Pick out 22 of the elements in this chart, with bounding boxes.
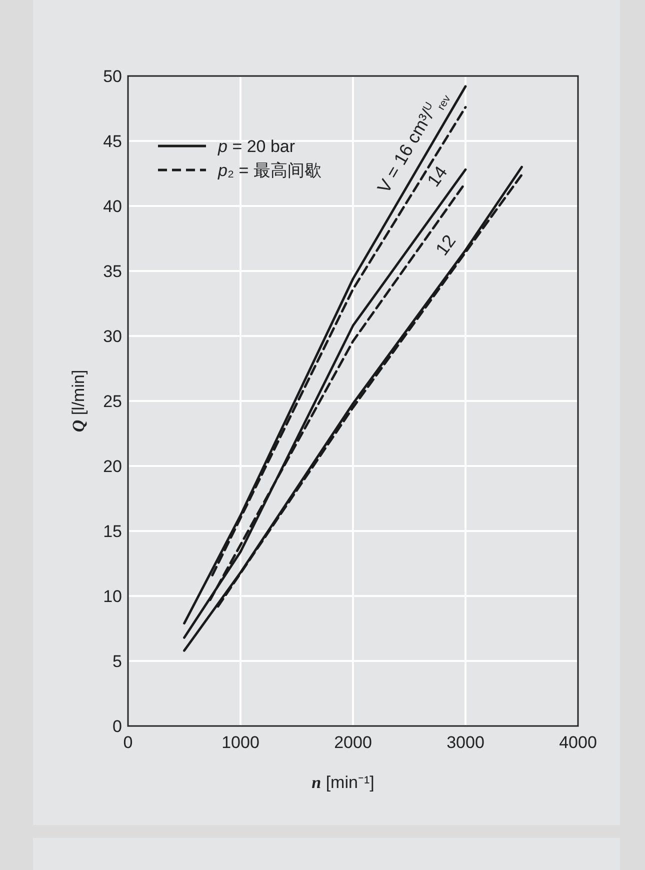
legend-label: p = 20 bar (217, 137, 296, 156)
line-series (183, 85, 467, 624)
y-tick-label: 0 (112, 717, 122, 736)
y-tick-label: 5 (112, 652, 122, 671)
x-axis-title: n [min⁻¹] (312, 773, 374, 792)
y-tick-label: 10 (103, 587, 122, 606)
x-tick-label: 4000 (559, 733, 597, 752)
y-tick-label: 35 (103, 262, 122, 281)
y-axis-title: Q [l/min] (69, 370, 88, 432)
y-tick-label: 45 (103, 132, 122, 151)
annotation: 14 (423, 162, 452, 190)
x-tick-label: 1000 (222, 733, 260, 752)
x-tick-label: 3000 (446, 733, 484, 752)
annotation: 12 (432, 231, 460, 260)
y-tick-label: 15 (103, 522, 122, 541)
y-tick-label: 50 (103, 67, 122, 86)
y-tick-label: 40 (103, 197, 122, 216)
y-tick-label: 25 (103, 392, 122, 411)
y-tick-label: 30 (103, 327, 122, 346)
legend-label: p₂ = 最高间歇 (217, 161, 322, 180)
x-tick-label: 2000 (334, 733, 372, 752)
y-tick-label: 20 (103, 457, 122, 476)
